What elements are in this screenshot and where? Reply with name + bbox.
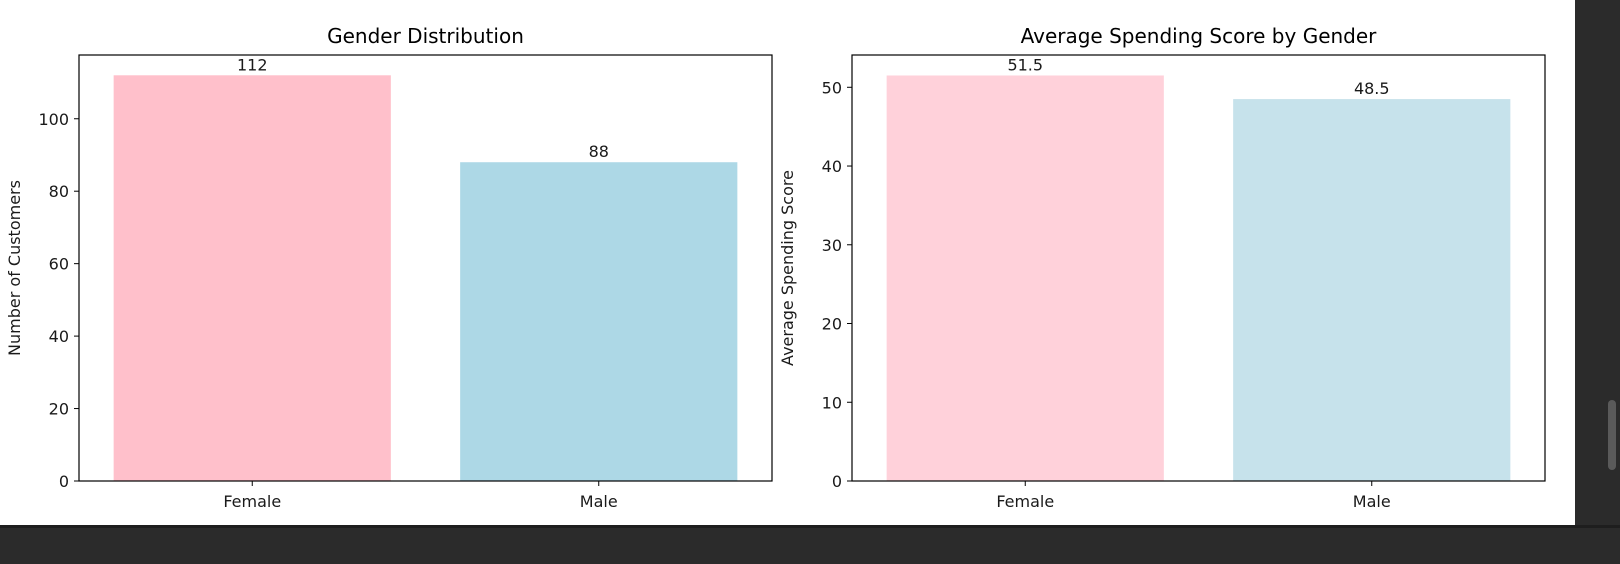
chart-2-title: Average Spending Score by Gender xyxy=(1021,24,1378,48)
chart-2-xtick-label-male: Male xyxy=(1353,492,1391,511)
chart-2-ytick-label: 30 xyxy=(822,236,842,255)
chart-1-axes-frame xyxy=(78,54,773,482)
chart-2-xtick-label-female: Female xyxy=(996,492,1054,511)
chart-2-ytick-label: 0 xyxy=(832,472,842,491)
chart-1-bar-female xyxy=(113,75,391,482)
chart-1-ytick-label: 80 xyxy=(49,182,69,201)
chart-1-ytick-label: 20 xyxy=(49,400,69,419)
chart-2-data-label-female: 51.5 xyxy=(1007,55,1043,74)
chart-1-ytick-label: 40 xyxy=(49,327,69,346)
chart-2-data-label-male: 48.5 xyxy=(1354,79,1390,98)
chart-1-data-label-female: 112 xyxy=(237,55,268,74)
chart-2-ytick-label: 40 xyxy=(822,157,842,176)
chart-1-xtick-label-male: Male xyxy=(580,492,618,511)
chart-1-ytick-label: 100 xyxy=(38,110,69,129)
chart-2-ytick-label: 10 xyxy=(822,393,842,412)
bottom-panel-bar xyxy=(0,525,1620,564)
chart-1-title: Gender Distribution xyxy=(327,24,524,48)
chart-2-axes-frame xyxy=(851,54,1546,482)
scrollbar-handle[interactable] xyxy=(1608,400,1616,470)
chart-2-ytick-label: 20 xyxy=(822,315,842,334)
charts-svg: Gender Distribution 112 Female 88 Male 0 20 40 6… xyxy=(5,24,1546,511)
chart-2-bar-female xyxy=(886,75,1164,481)
chart-2-ylabel: Average Spending Score xyxy=(778,170,797,366)
figure-canvas: Gender Distribution 112 Female 88 Male 0 20 40 6… xyxy=(0,0,1575,525)
chart-1-bar-male xyxy=(460,162,738,481)
chart-1-ylabel: Number of Customers xyxy=(5,180,24,356)
chart-1-data-label-male: 88 xyxy=(589,142,609,161)
chart-2-ytick-label: 50 xyxy=(822,78,842,97)
chart-1-xtick-label-female: Female xyxy=(223,492,281,511)
chart-1-ytick-label: 60 xyxy=(49,255,69,274)
chart-1-ytick-label: 0 xyxy=(59,472,69,491)
chart-2-bar-male xyxy=(1233,99,1511,481)
